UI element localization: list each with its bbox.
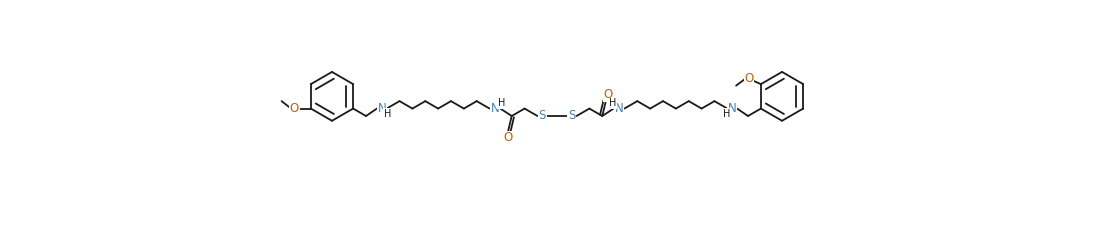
Text: S: S <box>568 109 575 122</box>
Text: H: H <box>609 98 616 108</box>
Text: N: N <box>615 102 624 115</box>
Text: O: O <box>744 72 753 85</box>
Text: H: H <box>498 98 505 108</box>
Text: H: H <box>384 109 391 119</box>
Text: S: S <box>539 109 546 122</box>
Text: O: O <box>604 88 613 101</box>
Text: H: H <box>723 109 730 119</box>
Text: O: O <box>290 102 299 115</box>
Text: N: N <box>727 102 736 115</box>
Text: N: N <box>378 102 387 115</box>
Text: O: O <box>504 131 512 144</box>
Text: N: N <box>490 102 499 115</box>
